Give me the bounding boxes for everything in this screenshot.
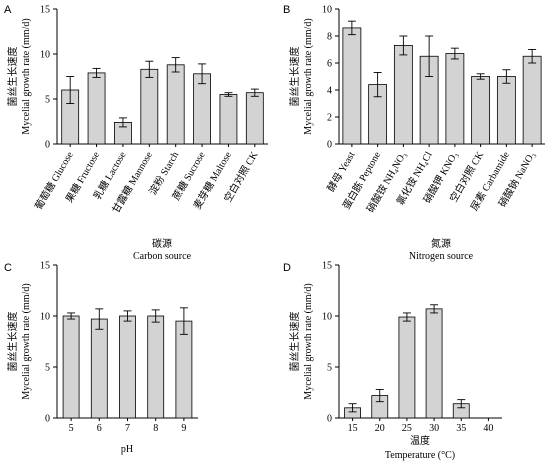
x-tick-label: 7 bbox=[125, 423, 130, 434]
y-tick-label: 5 bbox=[327, 363, 332, 374]
chart-panel-d: D 0 5 10 15 15 20 25 30 35 40 菌丝生长速度 Mycelial growth… bbox=[283, 261, 502, 461]
bar bbox=[496, 76, 516, 145]
y-axis-label: Mycelial growth rate (mm/d) bbox=[303, 18, 314, 134]
bar bbox=[87, 72, 106, 145]
y-tick-label: 10 bbox=[322, 312, 332, 323]
bar bbox=[425, 308, 443, 419]
x-axis-label-cn: 温度 bbox=[410, 434, 430, 447]
y-tick-label: 10 bbox=[40, 312, 50, 323]
bar bbox=[166, 64, 185, 145]
x-axis-label: pH bbox=[121, 444, 133, 455]
y-tick-label: 8 bbox=[327, 32, 332, 43]
y-tick-label: 4 bbox=[327, 86, 332, 97]
bar bbox=[193, 73, 211, 145]
y-tick-label: 15 bbox=[40, 5, 50, 16]
y-axis-label-cn: 菌丝生长速度 bbox=[288, 47, 301, 107]
bar bbox=[245, 92, 264, 145]
y-tick-label: 0 bbox=[45, 414, 50, 425]
panel-letter: A bbox=[4, 4, 12, 16]
bar bbox=[140, 68, 159, 145]
y-axis-label: Mycelial growth rate (mm/d) bbox=[303, 283, 314, 399]
x-axis-label-cn: 碳源 bbox=[152, 237, 172, 250]
bar bbox=[445, 53, 465, 145]
y-tick-label: 15 bbox=[40, 261, 50, 272]
x-tick-label: 8 bbox=[153, 423, 158, 434]
x-tick-label: 20 bbox=[375, 423, 385, 434]
bar bbox=[398, 316, 416, 419]
x-axis-label: Nitrogen source bbox=[409, 251, 474, 262]
x-axis-label: Carbon source bbox=[133, 251, 192, 262]
x-tick-label: 40 bbox=[483, 423, 493, 434]
bar bbox=[147, 315, 165, 419]
y-axis-label-cn: 菌丝生长速度 bbox=[288, 312, 301, 372]
bar bbox=[90, 318, 108, 419]
x-tick-label: 5 bbox=[69, 423, 74, 434]
panel-letter: B bbox=[283, 4, 290, 16]
x-axis-label-cn: 氮源 bbox=[431, 237, 451, 250]
x-tick-label: 35 bbox=[456, 423, 466, 434]
bar bbox=[62, 315, 80, 419]
y-tick-label: 10 bbox=[322, 5, 332, 16]
x-tick-label: 25 bbox=[402, 423, 412, 434]
y-tick-label: 0 bbox=[327, 414, 332, 425]
bar bbox=[342, 27, 362, 145]
y-axis-label-cn: 菌丝生长速度 bbox=[6, 47, 19, 107]
bar bbox=[393, 45, 413, 145]
y-axis-label-cn: 菌丝生长速度 bbox=[6, 312, 19, 372]
y-tick-label: 0 bbox=[327, 140, 332, 151]
y-axis-label: Mycelial growth rate (mm/d) bbox=[21, 18, 32, 134]
x-tick-label: 30 bbox=[429, 423, 439, 434]
bar bbox=[522, 55, 542, 145]
bar bbox=[119, 315, 136, 419]
y-tick-label: 5 bbox=[45, 95, 50, 106]
y-tick-label: 0 bbox=[45, 140, 50, 151]
bar bbox=[219, 94, 238, 145]
y-tick-label: 5 bbox=[45, 363, 50, 374]
bar bbox=[175, 320, 193, 419]
panel-letter: D bbox=[283, 262, 291, 274]
y-axis-label: Mycelial growth rate (mm/d) bbox=[21, 283, 32, 399]
bar bbox=[471, 76, 491, 145]
x-axis-label: Temperature (°C) bbox=[385, 450, 455, 461]
chart-panel-c: C 0 5 10 15 5 6 7 8 9 菌丝生长速度 Mycelial growth rate (… bbox=[4, 261, 198, 455]
panel-letter: C bbox=[4, 262, 12, 274]
x-tick-label: 15 bbox=[348, 423, 358, 434]
y-tick-label: 2 bbox=[327, 113, 332, 124]
y-tick-label: 6 bbox=[327, 59, 332, 70]
y-tick-label: 10 bbox=[40, 50, 50, 61]
x-tick-label: 9 bbox=[181, 423, 186, 434]
x-tick-label: 6 bbox=[97, 423, 102, 434]
y-tick-label: 15 bbox=[322, 261, 332, 272]
